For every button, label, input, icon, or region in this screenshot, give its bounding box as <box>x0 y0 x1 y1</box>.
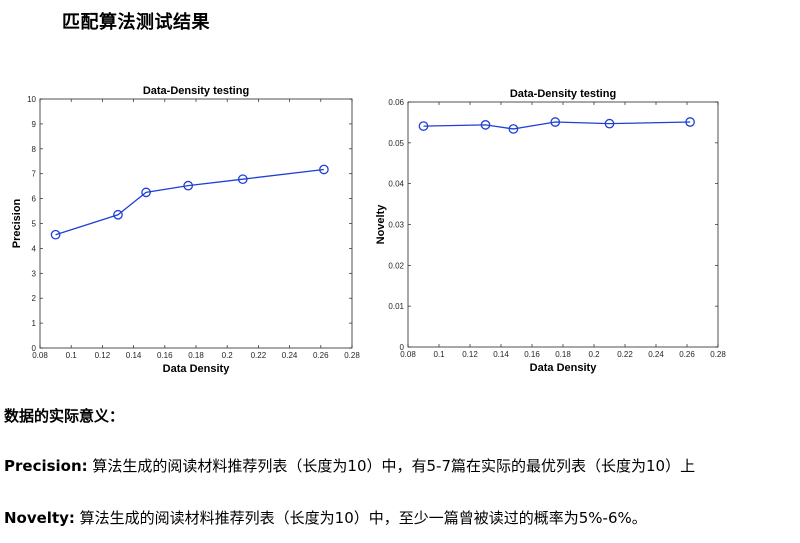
novelty-explanation: Novelty: 算法生成的阅读材料推荐列表（长度为10）中，至少一篇曾被读过的… <box>4 507 800 529</box>
x-tick-label: 0.08 <box>400 350 416 359</box>
x-tick-label: 0.22 <box>617 350 633 359</box>
y-tick-label: 10 <box>27 95 36 104</box>
x-tick-label: 0.14 <box>493 350 509 359</box>
y-tick-label: 0.05 <box>388 139 404 148</box>
y-tick-label: 0 <box>32 344 37 353</box>
x-tick-label: 0.22 <box>251 351 267 360</box>
y-tick-label: 0.01 <box>388 302 404 311</box>
precision-explanation: Precision: 算法生成的阅读材料推荐列表（长度为10）中，有5-7篇在实… <box>4 455 800 477</box>
x-tick-label: 0.14 <box>126 351 142 360</box>
chart-title: Data-Density testing <box>510 88 616 100</box>
plot-area <box>407 101 719 348</box>
x-tick-label: 0.2 <box>588 350 600 359</box>
x-axis-label: Data Density <box>530 362 598 374</box>
precision-chart: 0.08 0.1 0.12 0.14 0.16 0.18 0.2 0.22 0.24 0.26 0.… <box>11 85 360 375</box>
y-tick-label: 8 <box>32 145 37 154</box>
x-tick-label: 0.18 <box>188 351 204 360</box>
x-tick-label: 0.16 <box>524 350 540 359</box>
y-tick-label: 7 <box>32 170 37 179</box>
chart-title: Data-Density testing <box>143 85 249 97</box>
data-point <box>604 118 615 129</box>
plot-area <box>39 98 353 349</box>
novelty-chart: 0.08 0.1 0.12 0.14 0.16 0.18 0.2 0.22 0.24 0.26 0.… <box>375 88 726 374</box>
x-tick-label: 0.26 <box>679 350 695 359</box>
x-tick-label: 0.12 <box>95 351 111 360</box>
y-axis-label: Novelty <box>375 204 387 245</box>
x-tick-label: 0.12 <box>462 350 478 359</box>
data-point <box>319 164 329 175</box>
y-tick-label: 0 <box>400 343 405 352</box>
y-tick-label: 0.02 <box>388 261 404 270</box>
data-point <box>237 174 248 185</box>
x-tick-label: 0.28 <box>344 351 360 360</box>
y-tick-label: 4 <box>32 244 37 253</box>
data-point <box>508 124 519 134</box>
x-tick-label: 0.18 <box>555 350 571 359</box>
y-tick-label: 5 <box>32 220 37 229</box>
y-tick-label: 2 <box>32 294 37 303</box>
y-tick-label: 0.04 <box>388 180 404 189</box>
data-point <box>550 117 561 127</box>
precision-text: 算法生成的阅读材料推荐列表（长度为10）中，有5-7篇在实际的最优列表（长度为1… <box>87 457 696 475</box>
data-point <box>480 120 491 130</box>
data-point <box>685 117 695 127</box>
x-tick-label: 0.28 <box>710 350 726 359</box>
x-tick-label: 0.24 <box>282 351 298 360</box>
precision-term: Precision: <box>4 457 88 475</box>
y-tick-label: 0.06 <box>388 98 404 107</box>
data-point <box>418 121 429 131</box>
x-tick-label: 0.16 <box>157 351 173 360</box>
data-point <box>50 229 61 240</box>
data-point <box>141 187 151 198</box>
x-tick-label: 0.2 <box>222 351 234 360</box>
novelty-text: 算法生成的阅读材料推荐列表（长度为10）中，至少一篇曾被读过的概率为5%-6%。 <box>74 509 647 527</box>
series-line <box>55 168 324 236</box>
y-tick-label: 1 <box>32 319 37 328</box>
y-axis-label: Precision <box>11 198 23 248</box>
x-tick-label: 0.26 <box>313 351 329 360</box>
y-tick-label: 3 <box>32 269 37 278</box>
y-tick-label: 6 <box>32 195 37 204</box>
x-tick-label: 0.1 <box>433 350 445 359</box>
series-line <box>423 121 691 130</box>
page-title: 匹配算法测试结果 <box>62 12 210 33</box>
x-tick-label: 0.1 <box>66 351 78 360</box>
data-point <box>183 180 194 191</box>
section-heading: 数据的实际意义： <box>4 407 125 425</box>
y-tick-label: 9 <box>32 120 37 129</box>
x-tick-label: 0.24 <box>648 350 664 359</box>
data-point <box>113 209 123 220</box>
novelty-term: Novelty: <box>4 509 75 527</box>
x-tick-label: 0.08 <box>32 351 48 360</box>
x-axis-label: Data Density <box>163 363 231 375</box>
y-tick-label: 0.03 <box>388 221 404 230</box>
